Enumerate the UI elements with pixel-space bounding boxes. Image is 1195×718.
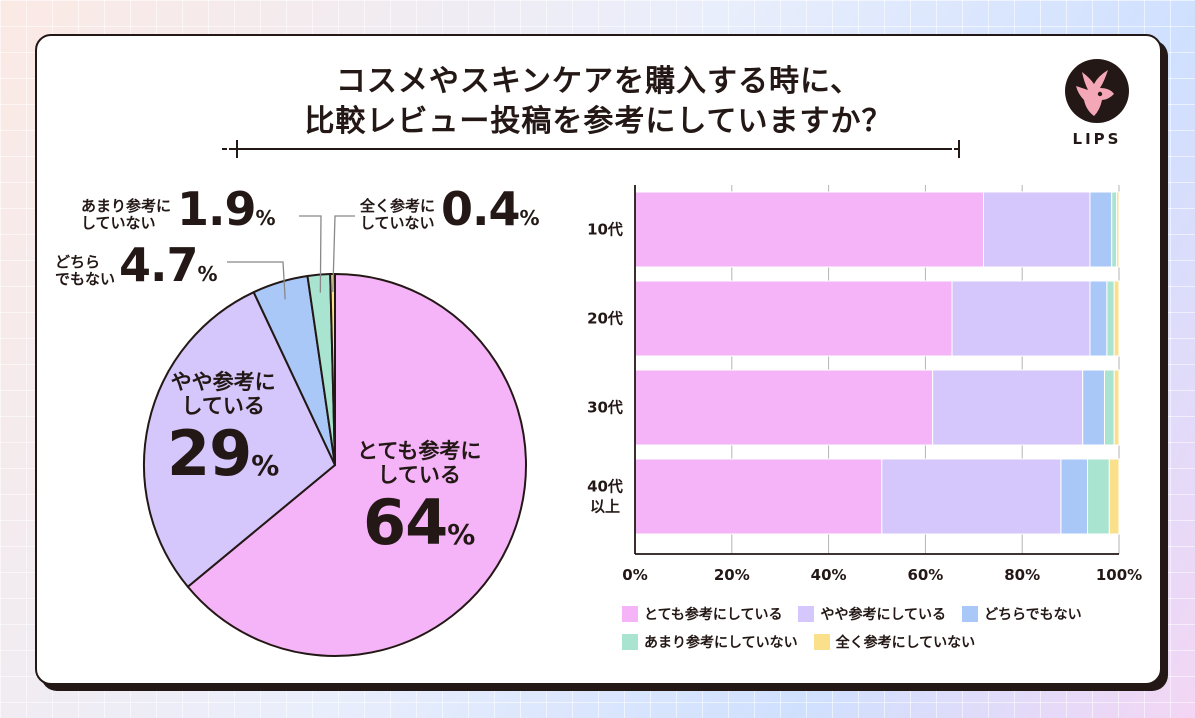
- deer-icon: [1065, 59, 1129, 123]
- value-very-helpful: 64: [362, 486, 448, 560]
- label-very-line-1: とても参考に: [357, 439, 482, 463]
- label-very-helpful: とても参考に している 64%: [357, 439, 481, 559]
- title-line-2: 比較レビュー投稿を参考にしていますか？: [304, 104, 893, 139]
- bar-segment-not-much: [1087, 458, 1110, 535]
- leader-line-not-at-all: [332, 215, 355, 293]
- bar-segment-not-much: [1103, 369, 1115, 446]
- chart-canvas: 0% 20% 40% 60% 80% 100% 10代 20代 30代 40代以上: [143, 140, 1142, 657]
- leader-line-not-much: [299, 215, 322, 293]
- survey-card: コスメやスキンケアを購入する時に、 比較レビュー投稿を参考にしていますか？ LI…: [35, 34, 1162, 685]
- legend-label: とても参考にしている: [644, 607, 783, 623]
- bar-segment-not-at-all: [1113, 369, 1120, 446]
- logo-text: LIPS: [1072, 130, 1122, 148]
- lips-logo: LIPS: [1062, 58, 1132, 148]
- leader-line-neither: [227, 261, 286, 300]
- bar-segment-somewhat-helpful: [951, 280, 1091, 357]
- legend-label: あまり参考にしていない: [644, 635, 798, 651]
- bar-segment-neither: [1089, 191, 1113, 268]
- legend-swatch: [962, 606, 979, 622]
- legend-swatch: [798, 606, 815, 622]
- pie-leader-lines: [227, 215, 355, 300]
- value-neither: 4.7: [119, 238, 198, 292]
- legend-label: 全く参考にしていない: [835, 635, 976, 651]
- x-tick-label: 0%: [622, 566, 647, 584]
- x-tick-label: 60%: [907, 566, 943, 584]
- bar-segment-very-helpful: [634, 280, 953, 357]
- pie-slice-not-at-all: [329, 272, 336, 466]
- legend-swatch: [622, 634, 638, 650]
- bar-segment-somewhat-helpful: [881, 458, 1062, 535]
- label-somewhat-helpful: やや参考に している 29%: [167, 370, 279, 490]
- bar-segment-very-helpful: [634, 369, 934, 446]
- label-somewhat-line-1: やや参考に: [170, 370, 276, 394]
- x-tick-label: 40%: [811, 566, 847, 584]
- pie-chart: [143, 272, 527, 657]
- label-not-at-all: 全く参考に していない 0.4%: [360, 186, 540, 232]
- bar-segment-neither: [1089, 280, 1108, 357]
- bar-segment-not-much: [1106, 280, 1115, 357]
- legend-label: やや参考にしている: [820, 607, 947, 623]
- stacked-bar-chart: 0% 20% 40% 60% 80% 100% 10代 20代 30代 40代以上: [587, 185, 1142, 584]
- label-not-much-line-1: あまり参考に: [81, 196, 172, 215]
- label-not-at-all-line-2: していない: [360, 213, 435, 232]
- x-tick-label: 100%: [1096, 566, 1142, 584]
- label-not-at-all-line-1: 全く参考に: [360, 196, 436, 215]
- bar-segment-not-much: [1111, 191, 1118, 268]
- label-somewhat-line-2: している: [181, 394, 265, 419]
- title-underline: [222, 140, 960, 158]
- unit-very-helpful: %: [447, 518, 476, 552]
- label-not-much-line-2: していない: [81, 213, 156, 232]
- bar-segment-very-helpful: [634, 191, 984, 268]
- y-category-label: 30代: [587, 399, 623, 417]
- y-category-label: 10代: [587, 221, 623, 239]
- title-line-1: コスメやスキンケアを購入する時に、: [335, 64, 862, 99]
- bar-segment-not-at-all: [1108, 458, 1120, 535]
- bar-segment-neither: [1082, 369, 1105, 446]
- legend-item-very: とても参考にしている: [622, 604, 782, 624]
- value-not-much: 1.9: [177, 182, 256, 236]
- value-somewhat-helpful: 29: [167, 417, 252, 491]
- page-title: コスメやスキンケアを購入する時に、 比較レビュー投稿を参考にしていますか？: [37, 62, 1160, 142]
- legend-item-not-much: あまり参考にしていない: [622, 632, 798, 652]
- legend-swatch: [813, 634, 830, 650]
- legend-swatch: [622, 606, 638, 622]
- label-neither-line-1: どちら: [55, 252, 101, 271]
- legend-item-not-at-all: 全く参考にしていない: [813, 632, 976, 652]
- bar-segment-not-at-all: [1116, 191, 1120, 268]
- bar-segment-neither: [1060, 458, 1089, 535]
- value-not-at-all: 0.4: [441, 182, 520, 236]
- label-not-much: あまり参考に していない 1.9%: [81, 186, 276, 232]
- legend-item-neither: どちらでもない: [962, 604, 1082, 624]
- label-very-line-2: している: [377, 463, 461, 488]
- x-tick-label: 20%: [714, 566, 750, 584]
- y-category-label: 40代以上: [587, 478, 623, 516]
- unit-neither: %: [197, 262, 218, 286]
- label-neither-line-2: でもない: [55, 269, 116, 288]
- unit-not-much: %: [255, 206, 276, 230]
- legend-label: どちらでもない: [984, 607, 1082, 623]
- label-neither: どちら でもない 4.7%: [55, 242, 218, 288]
- bar-legend: とても参考にしている やや参考にしている どちらでもない あまり参考にしていない…: [622, 604, 1152, 652]
- y-category-label: 20代: [587, 310, 623, 328]
- bar-segment-somewhat-helpful: [932, 369, 1084, 446]
- bar-segment-very-helpful: [634, 458, 883, 535]
- legend-item-somewhat: やや参考にしている: [798, 604, 946, 624]
- bar-segment-somewhat-helpful: [982, 191, 1091, 268]
- unit-somewhat-helpful: %: [251, 449, 280, 483]
- x-tick-label: 80%: [1004, 566, 1040, 584]
- bar-segment-not-at-all: [1113, 280, 1120, 357]
- unit-not-at-all: %: [519, 206, 540, 230]
- pie-slice-very-helpful: [186, 273, 527, 657]
